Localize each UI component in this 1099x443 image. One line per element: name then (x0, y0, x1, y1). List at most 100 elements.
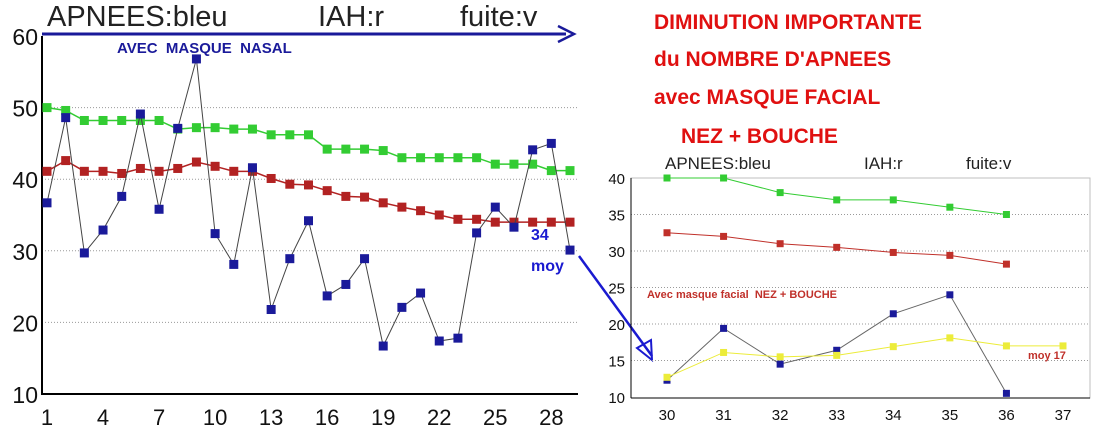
right-x-tick-labels: 30 31 32 33 34 35 36 37 (659, 407, 1072, 424)
right-series (663, 174, 1067, 397)
left-y-tick-label: 40 (12, 167, 38, 193)
right-x-tick-label: 32 (772, 407, 789, 424)
left-point-iah (341, 191, 351, 201)
right-point-iah (776, 240, 784, 248)
right-point-apnees (1002, 389, 1010, 397)
left-point-fuite (79, 115, 89, 125)
left-point-apnees (79, 248, 89, 258)
left-y-tick-label: 10 (12, 382, 38, 408)
right-point-moy (1002, 342, 1010, 350)
left-point-apnees (154, 204, 164, 214)
left-point-iah (117, 168, 127, 178)
right-header-fuite: fuite:v (966, 154, 1012, 173)
left-series (42, 54, 575, 351)
headline-line-3: avec MASQUE FACIAL (654, 86, 881, 109)
headline-line-4: NEZ + BOUCHE (681, 125, 838, 148)
left-point-apnees (98, 225, 108, 235)
left-point-iah (229, 166, 239, 176)
right-point-iah (833, 243, 841, 251)
left-point-fuite (472, 153, 482, 163)
left-point-apnees (528, 145, 538, 155)
left-point-apnees (304, 216, 313, 226)
left-y-tick-labels: 10 20 30 40 50 60 (12, 24, 38, 408)
left-point-iah (135, 163, 145, 173)
right-y-tick-label: 10 (608, 390, 625, 407)
left-point-iah (434, 210, 444, 220)
right-point-fuite (663, 174, 671, 182)
left-point-iah (98, 166, 108, 176)
left-x-tick-label: 16 (315, 405, 339, 430)
left-point-iah (322, 186, 332, 196)
left-point-fuite (322, 144, 332, 154)
left-x-tick-label: 19 (371, 405, 395, 430)
left-point-fuite (61, 105, 71, 115)
right-average-label: moy 17 (1028, 350, 1066, 362)
left-point-apnees (247, 163, 257, 173)
right-point-moy (720, 348, 728, 356)
right-annotation: Avec masque facial NEZ + BOUCHE (647, 289, 837, 301)
right-y-tick-labels: 10 15 20 25 30 35 40 (608, 171, 625, 407)
left-x-tick-label: 7 (153, 405, 165, 430)
left-point-apnees (397, 302, 407, 312)
left-point-iah (528, 217, 538, 227)
left-x-tick-labels: 1 4 7 10 13 16 19 22 25 28 (41, 405, 564, 430)
right-point-moy (946, 334, 954, 342)
left-point-apnees (322, 291, 332, 301)
left-y-tick-label: 20 (12, 310, 38, 336)
left-point-apnees (509, 222, 519, 232)
left-point-apnees (210, 229, 220, 239)
right-y-tick-label: 25 (608, 281, 625, 298)
right-point-iah (663, 229, 671, 237)
left-x-tick-label: 25 (483, 405, 507, 430)
right-chart: APNEES:bleu IAH:r fuite:v 10 15 20 25 30 35 40… (608, 154, 1091, 424)
left-point-apnees (565, 245, 575, 255)
left-annotation: AVEC MASQUE NASAL (117, 40, 292, 57)
connector-arrow (577, 255, 654, 363)
left-point-fuite (528, 159, 538, 169)
right-grid (631, 214, 1090, 361)
left-point-apnees (285, 254, 295, 264)
right-point-fuite (946, 203, 954, 211)
right-point-fuite (776, 189, 784, 197)
right-x-tick-label: 34 (885, 407, 902, 424)
left-point-fuite (210, 123, 220, 133)
left-point-fuite (341, 144, 351, 154)
left-point-fuite (509, 159, 519, 169)
headline-line-1: DIMINUTION IMPORTANTE (654, 11, 922, 34)
left-header-fuite: fuite:v (460, 1, 538, 33)
left-point-apnees (42, 198, 52, 208)
left-point-fuite (229, 124, 239, 134)
left-point-apnees (266, 305, 276, 315)
right-series-line-fuite (667, 177, 1007, 215)
left-x-tick-label: 22 (427, 405, 451, 430)
left-header-iah: IAH:r (318, 1, 384, 33)
left-point-iah (490, 217, 500, 227)
left-point-iah (173, 163, 183, 173)
right-x-tick-label: 31 (715, 407, 732, 424)
left-point-apnees (453, 333, 463, 343)
left-point-apnees (378, 341, 388, 351)
left-point-fuite (42, 103, 52, 113)
left-y-tick-label: 30 (12, 239, 38, 265)
left-point-fuite (378, 146, 388, 156)
left-x-tick-label: 1 (41, 405, 53, 430)
right-series-line-apnees (666, 294, 1007, 394)
left-point-fuite (434, 153, 444, 163)
left-average-value: 34 (531, 227, 549, 244)
right-x-tick-label: 35 (942, 407, 959, 424)
left-chart: APNEES:bleu IAH:r fuite:v AVEC MASQUE NA… (12, 1, 578, 430)
left-series-line-apnees (46, 58, 571, 348)
left-point-fuite (191, 123, 201, 133)
left-point-iah (416, 206, 426, 216)
right-point-iah (889, 248, 897, 256)
left-point-fuite (490, 159, 500, 169)
right-x-tick-label: 33 (828, 407, 845, 424)
left-point-iah (546, 217, 556, 227)
left-point-fuite (266, 130, 276, 140)
left-point-fuite (304, 130, 313, 140)
right-point-apnees (889, 310, 897, 318)
left-point-fuite (285, 130, 295, 140)
right-x-tick-label: 30 (659, 407, 676, 424)
left-x-tick-label: 4 (97, 405, 109, 430)
left-point-fuite (154, 115, 164, 125)
